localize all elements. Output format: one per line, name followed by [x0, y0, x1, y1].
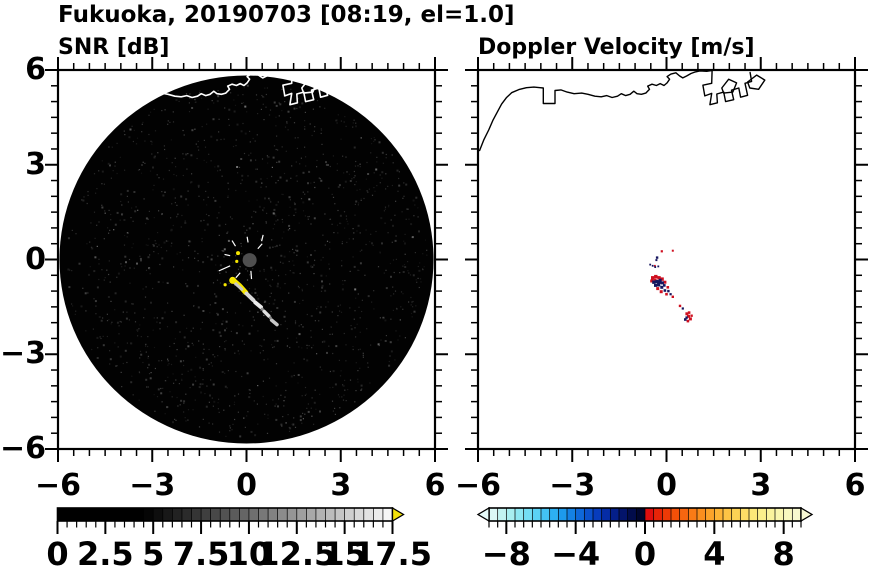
- velocity-x-tick-label: 0: [656, 468, 677, 503]
- axis-ticks: [45, 57, 448, 462]
- snr-echo: [223, 251, 279, 327]
- velocity-echo: [649, 249, 693, 323]
- snr-x-tick-label: 6: [424, 468, 446, 503]
- colorbar-ticks: [488, 521, 802, 534]
- velocity-colorbar: [476, 506, 814, 534]
- coastline-path-main: [478, 69, 713, 152]
- colorbar-over-arrow: [800, 506, 814, 523]
- snr-colorbar: [56, 506, 405, 534]
- coastline: [58, 69, 346, 152]
- velocity-panel-title: Doppler Velocity [m/s]: [478, 35, 755, 60]
- snr-x-tick-label: 0: [236, 468, 257, 503]
- coastline: [478, 69, 766, 152]
- velocity-colorbar-tick-label: 8: [772, 535, 795, 570]
- velocity-x-tick-label: 6: [844, 468, 866, 503]
- velocity-x-tick-label: −3: [549, 468, 596, 503]
- coastline-path-harbor_comb: [702, 69, 753, 106]
- coastline-path-harbor_block_1: [721, 78, 738, 94]
- velocity-colorbar-tick-label: −4: [551, 535, 601, 570]
- coastline-path-harbor_block_2: [326, 74, 346, 91]
- velocity-x-tick-label: 3: [750, 468, 772, 503]
- velocity-colorbar-tick-label: 0: [633, 535, 657, 570]
- plot-border: [476, 68, 857, 451]
- snr-colorbar-tick-label: 12.5: [257, 535, 337, 570]
- snr-colorbar-tick-label: 0: [46, 535, 69, 570]
- snr-x-tick-label: −3: [129, 468, 176, 503]
- velocity-colorbar-tick-label: 4: [703, 535, 726, 570]
- y-tick-label: −3: [0, 336, 47, 372]
- axis-ticks: [465, 57, 868, 462]
- snr-panel-title: SNR [dB]: [58, 35, 170, 60]
- snr-colorbar-tick-label: 5: [142, 535, 165, 570]
- velocity-x-tick-label: −6: [454, 468, 501, 503]
- y-tick-label: 6: [25, 52, 46, 87]
- coastline-path-main: [58, 69, 293, 152]
- coastline-path-harbor_block_1: [301, 78, 318, 94]
- velocity-plot-canvas: [465, 57, 868, 462]
- y-tick-label: −6: [0, 431, 47, 466]
- radar-center-marker: [242, 253, 257, 268]
- figure-title: Fukuoka, 20190703 [08:19, el=1.0]: [58, 2, 515, 28]
- snr-colorbar-tick-label: 2.5: [77, 535, 134, 570]
- snr-colorbar-tick-label: 10: [226, 535, 272, 570]
- center-spokes: [218, 234, 264, 280]
- snr-plot: [42, 54, 451, 465]
- y-tick-label: 0: [25, 241, 46, 277]
- snr-plot-canvas: [45, 57, 448, 462]
- velocity-plot: [462, 54, 870, 465]
- colorbar-over-arrow: [391, 506, 405, 523]
- snr-colorbar-tick-label: 15: [322, 535, 367, 570]
- snr-colorbar-tick-label: 7.5: [172, 535, 230, 570]
- snr-x-tick-label: 3: [330, 468, 352, 503]
- plot-background: [478, 70, 855, 449]
- velocity-colorbar-tick-label: −8: [481, 535, 531, 570]
- snr-colorbar-tick-label: 17.5: [353, 535, 432, 570]
- y-tick-label: 3: [25, 146, 46, 182]
- coastline-path-harbor_block_2: [746, 74, 766, 90]
- snr-x-tick-label: −6: [34, 468, 81, 503]
- colorbar-ticks: [56, 521, 394, 534]
- coastline-path-harbor_comb: [282, 69, 333, 106]
- colorbar-under-arrow: [476, 506, 490, 523]
- plot-border: [56, 68, 437, 451]
